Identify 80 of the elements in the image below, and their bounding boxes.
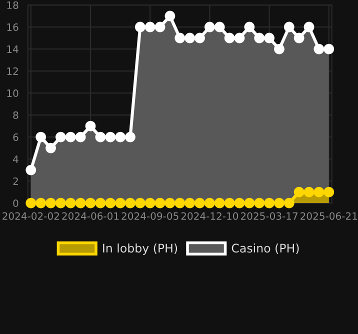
point — [65, 198, 76, 208]
point — [65, 132, 76, 142]
point — [304, 22, 314, 32]
point — [184, 198, 196, 208]
point — [324, 186, 334, 198]
point — [304, 186, 314, 198]
point — [314, 186, 324, 198]
point — [204, 198, 215, 208]
point — [55, 198, 66, 208]
point — [234, 198, 245, 208]
y-tick-label: 4 — [13, 156, 18, 163]
point — [314, 44, 324, 54]
legend-label: Casino (PH) — [232, 243, 299, 254]
x-tick-label: 2025-03-17 — [240, 212, 298, 220]
point — [244, 22, 255, 32]
point — [125, 198, 136, 208]
y-tick-label: 12 — [7, 67, 18, 75]
point — [274, 44, 284, 54]
y-tick-label: 0 — [13, 199, 18, 208]
point — [85, 198, 96, 208]
point — [324, 44, 334, 54]
point — [164, 198, 176, 208]
point — [75, 198, 86, 208]
point — [254, 32, 265, 44]
point — [224, 32, 235, 44]
point — [264, 32, 274, 44]
point — [144, 198, 156, 208]
point — [224, 198, 235, 208]
point — [284, 198, 294, 208]
point — [26, 198, 36, 208]
legend-label: In lobby (PH) — [103, 243, 178, 255]
point — [234, 32, 245, 44]
x-tick-label: 2024-06-01 — [62, 212, 119, 220]
point — [184, 32, 196, 44]
point — [154, 198, 166, 208]
y-tick-label: 16 — [7, 23, 18, 31]
x-tick-label: 2025-06-21 — [300, 212, 358, 220]
point — [284, 22, 294, 32]
y-tick-label: 2 — [13, 177, 18, 185]
point — [174, 198, 186, 208]
x-tick-label: 2024-09-05 — [122, 212, 178, 220]
point — [194, 32, 205, 44]
point — [125, 132, 136, 142]
point — [164, 10, 176, 22]
point — [55, 132, 66, 142]
point — [95, 198, 106, 208]
point — [95, 132, 106, 142]
point — [264, 198, 274, 208]
point — [294, 186, 304, 198]
point — [204, 22, 215, 32]
point — [174, 32, 186, 44]
point — [36, 132, 46, 142]
x-tick-label: 2024-02-02 — [2, 212, 59, 220]
point — [46, 142, 56, 154]
point — [134, 198, 146, 208]
point — [214, 22, 225, 32]
point — [115, 198, 126, 208]
point — [144, 22, 156, 32]
y-tick-label: 8 — [13, 111, 18, 119]
point — [194, 198, 205, 208]
point — [294, 32, 304, 44]
point — [46, 198, 56, 208]
y-tick-label: 14 — [7, 46, 18, 53]
point — [214, 198, 225, 208]
point — [105, 198, 116, 208]
point — [134, 22, 146, 32]
point — [244, 198, 255, 208]
point — [26, 164, 36, 176]
y-tick-label: 6 — [13, 133, 18, 141]
y-tick-label: 18 — [7, 1, 18, 9]
point — [85, 120, 96, 132]
point — [254, 198, 265, 208]
point — [75, 132, 86, 142]
point — [154, 22, 166, 32]
point — [115, 132, 126, 142]
point — [36, 198, 46, 208]
point — [105, 132, 116, 142]
y-tick-label: 10 — [7, 89, 18, 97]
x-tick-label: 2024-12-10 — [181, 212, 238, 220]
point — [274, 198, 284, 208]
